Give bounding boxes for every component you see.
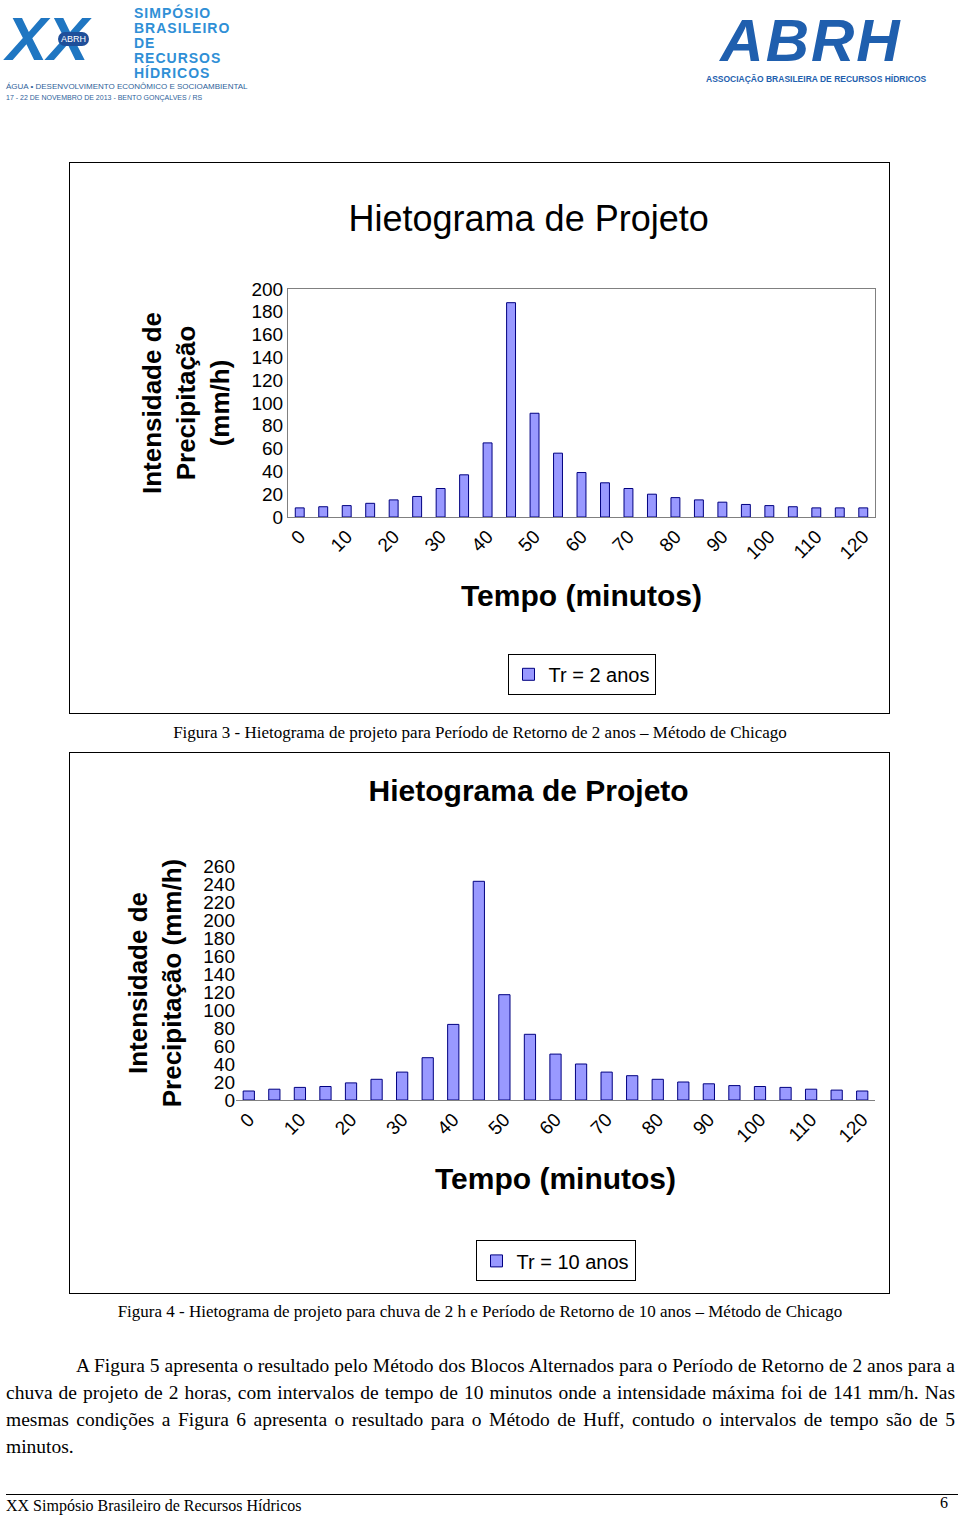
svg-text:Intensidade dePrecipitação (mm: Intensidade dePrecipitação (mm/h) [123,859,187,1108]
html-text:SIMPÓSIO: SIMPÓSIO [134,5,212,21]
svg-text:220: 220 [203,892,235,913]
html-text:DE RECURSOS: DE RECURSOS [134,35,222,66]
svg-text:Hietograma de Projeto: Hietograma de Projeto [349,198,709,239]
svg-text:40: 40 [467,526,497,556]
svg-text:140: 140 [251,347,283,368]
svg-text:Tr = 2 anos: Tr = 2 anos [549,664,650,686]
svg-text:60: 60 [214,1036,235,1057]
svg-text:60: 60 [535,1109,565,1139]
svg-text:0: 0 [287,526,309,548]
svg-text:70: 70 [586,1109,616,1139]
svg-text:0: 0 [236,1109,258,1131]
svg-text:80: 80 [637,1109,667,1139]
svg-text:90: 90 [689,1109,719,1139]
svg-text:100: 100 [742,526,779,563]
svg-text:80: 80 [214,1018,235,1039]
svg-text:100: 100 [732,1109,769,1146]
html-text:Figura 3 - Hietograma de proje: Figura 3 - Hietograma de projeto para Pe… [173,723,787,742]
svg-text:120: 120 [836,526,873,563]
svg-text:30: 30 [420,526,450,556]
html-text:HÍDRICOS: HÍDRICOS [134,65,211,81]
svg-text:180: 180 [203,928,235,949]
svg-text:40: 40 [214,1054,235,1075]
svg-text:90: 90 [702,526,732,556]
svg-text:Hietograma de Projeto: Hietograma de Projeto [369,774,689,807]
svg-text:100: 100 [251,393,283,414]
svg-text:110: 110 [790,526,826,562]
svg-text:Tempo (minutos): Tempo (minutos) [461,579,702,612]
svg-text:140: 140 [203,964,235,985]
svg-text:20: 20 [373,526,403,556]
svg-text:30: 30 [382,1109,412,1139]
svg-text:120: 120 [203,982,235,1003]
html-text:17 - 22 DE NOVEMBRO DE 2013 -: 17 - 22 DE NOVEMBRO DE 2013 - BENTO GONÇ… [6,94,203,101]
svg-text:110: 110 [784,1109,820,1145]
svg-text:50: 50 [484,1109,514,1139]
svg-text:Tr = 10 anos: Tr = 10 anos [517,1251,629,1273]
svg-text:80: 80 [262,415,283,436]
svg-text:10: 10 [326,526,356,556]
html-text:XX Simpósio Brasileiro de Recu: XX Simpósio Brasileiro de Recursos Hídri… [6,1497,302,1514]
svg-text:20: 20 [331,1109,361,1139]
svg-text:20: 20 [214,1072,235,1093]
html-text:ASSOCIAÇÃO BRASILEIRA DE RECUR: ASSOCIAÇÃO BRASILEIRA DE RECURSOS HÍDRIC… [706,74,927,84]
html-text:6: 6 [940,1494,948,1511]
svg-text:80: 80 [655,526,685,556]
svg-text:0: 0 [273,507,284,528]
svg-text:70: 70 [608,526,638,556]
html-text:ÁGUA • DESENVOLVIMENTO ECONÔMI: ÁGUA • DESENVOLVIMENTO ECONÔMICO E SOCIO… [6,82,248,91]
svg-text:120: 120 [251,370,283,391]
svg-text:160: 160 [251,324,283,345]
svg-text:0: 0 [224,1090,235,1111]
svg-text:60: 60 [561,526,591,556]
svg-text:40: 40 [262,461,283,482]
html-text:XX: XX [6,4,89,73]
svg-text:60: 60 [262,438,283,459]
svg-text:40: 40 [433,1109,463,1139]
svg-text:10: 10 [280,1109,310,1139]
svg-text:260: 260 [203,856,235,877]
html-text:BRASILEIRO: BRASILEIRO [134,20,231,36]
html-text:Figura 4 - Hietograma de proje: Figura 4 - Hietograma de projeto para ch… [117,1302,843,1321]
svg-text:Intensidade dePrecipitação(mm/: Intensidade dePrecipitação(mm/h) [137,312,235,494]
html-text:ABRH: ABRH [720,7,902,74]
svg-text:160: 160 [203,946,235,967]
html-text:A Figura 5 apresenta o resulta: A Figura 5 apresenta o resultado pelo Mé… [6,1355,955,1457]
svg-text:200: 200 [203,910,235,931]
html-text:ABRH: ABRH [61,34,86,44]
svg-text:20: 20 [262,484,283,505]
svg-text:120: 120 [834,1109,871,1146]
svg-text:180: 180 [251,301,283,322]
svg-text:200: 200 [251,279,283,300]
svg-text:Tempo (minutos): Tempo (minutos) [435,1162,676,1195]
svg-text:100: 100 [203,1000,235,1021]
svg-text:50: 50 [514,526,544,556]
svg-text:240: 240 [203,874,235,895]
